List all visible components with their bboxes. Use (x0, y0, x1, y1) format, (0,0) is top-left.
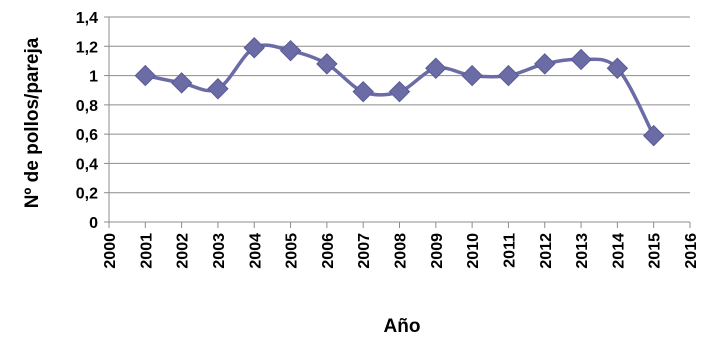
x-tick-label: 2014 (610, 233, 627, 269)
data-point-marker (534, 53, 556, 75)
data-point-marker (461, 64, 483, 87)
data-point-marker (642, 124, 665, 147)
x-tick-label: 2003 (211, 233, 228, 269)
y-tick-label: 0,2 (76, 186, 98, 203)
x-tick-label: 2005 (284, 233, 301, 269)
data-point-marker (279, 39, 302, 62)
x-tick-label: 2001 (138, 233, 155, 269)
y-tick-label: 1 (89, 69, 98, 86)
x-tick-label: 2016 (683, 233, 700, 269)
grid-lines (109, 16, 690, 194)
data-point-marker (570, 48, 592, 71)
data-point-marker (497, 64, 520, 87)
x-axis-title: Año (384, 316, 421, 337)
data-point-marker (207, 78, 229, 100)
x-tick-label: 2007 (356, 233, 373, 269)
series (134, 37, 665, 147)
data-point-marker (388, 80, 411, 103)
x-tick-label: 2011 (501, 233, 518, 268)
data-point-marker (352, 80, 374, 103)
data-point-marker (134, 64, 157, 87)
axes (104, 16, 691, 228)
x-tick-label: 2010 (465, 233, 482, 269)
y-tick-label: 1,4 (76, 10, 98, 27)
x-tick-label: 2000 (102, 233, 119, 269)
data-point-marker (243, 37, 265, 59)
x-tick-label: 2012 (538, 233, 555, 269)
y-tick-label: 0,8 (76, 98, 98, 115)
y-tick-label: 0 (89, 215, 98, 232)
y-tick-labels: 0 0,2 0,4 0,6 0,8 1 1,2 1,4 (76, 10, 98, 232)
x-tick-label: 2004 (247, 233, 264, 269)
y-tick-label: 0,4 (76, 156, 98, 173)
y-tick-label: 1,2 (76, 39, 98, 56)
data-point-marker (425, 57, 447, 79)
data-point-marker (316, 53, 338, 75)
x-tick-label: 2006 (320, 233, 337, 269)
y-axis-title: Nº de pollos/pareja (22, 37, 43, 208)
x-tick-label: 2009 (429, 233, 446, 269)
data-point-marker (606, 57, 629, 79)
x-tick-label: 2002 (175, 233, 192, 269)
x-tick-labels: 2000 2001 2002 2003 2004 2005 2006 2007 2008 2009… (102, 233, 700, 269)
x-tick-label: 2008 (393, 233, 410, 269)
x-tick-label: 2015 (647, 233, 664, 269)
x-tick-label: 2013 (574, 233, 591, 269)
y-tick-label: 0,6 (76, 127, 98, 144)
data-point-marker (170, 72, 193, 94)
